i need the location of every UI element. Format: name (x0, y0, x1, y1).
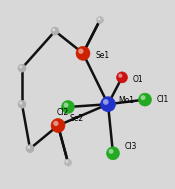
Circle shape (102, 99, 115, 111)
Circle shape (76, 46, 90, 60)
Circle shape (18, 100, 26, 108)
Circle shape (52, 28, 59, 35)
Text: Mo1: Mo1 (118, 96, 135, 105)
Circle shape (100, 97, 116, 112)
Text: Se1: Se1 (95, 51, 109, 60)
Circle shape (78, 48, 90, 60)
Circle shape (51, 119, 65, 132)
Circle shape (26, 145, 34, 153)
Circle shape (27, 146, 34, 153)
Text: O1: O1 (132, 75, 143, 84)
Circle shape (19, 65, 22, 68)
Circle shape (118, 74, 122, 78)
Circle shape (64, 103, 69, 108)
Circle shape (19, 101, 22, 105)
Circle shape (27, 146, 30, 149)
Circle shape (141, 95, 146, 100)
Text: Se2: Se2 (70, 114, 84, 123)
Circle shape (107, 147, 120, 160)
Circle shape (98, 18, 100, 20)
Circle shape (52, 28, 55, 31)
Circle shape (19, 65, 26, 72)
Circle shape (53, 121, 59, 126)
Circle shape (97, 17, 103, 23)
Circle shape (103, 99, 109, 105)
Circle shape (96, 16, 103, 23)
Circle shape (118, 73, 127, 83)
Circle shape (117, 72, 128, 83)
Circle shape (108, 149, 114, 154)
Circle shape (66, 160, 68, 163)
Text: Cl1: Cl1 (156, 95, 169, 104)
Circle shape (53, 120, 65, 132)
Circle shape (78, 49, 83, 54)
Circle shape (65, 160, 71, 166)
Circle shape (61, 101, 75, 114)
Circle shape (63, 102, 74, 113)
Circle shape (19, 101, 26, 108)
Circle shape (138, 93, 152, 106)
Circle shape (18, 64, 26, 72)
Circle shape (51, 27, 59, 35)
Text: Cl3: Cl3 (124, 142, 137, 151)
Text: Cl2: Cl2 (57, 108, 69, 117)
Circle shape (108, 148, 119, 160)
Circle shape (65, 159, 72, 166)
Circle shape (140, 95, 151, 106)
